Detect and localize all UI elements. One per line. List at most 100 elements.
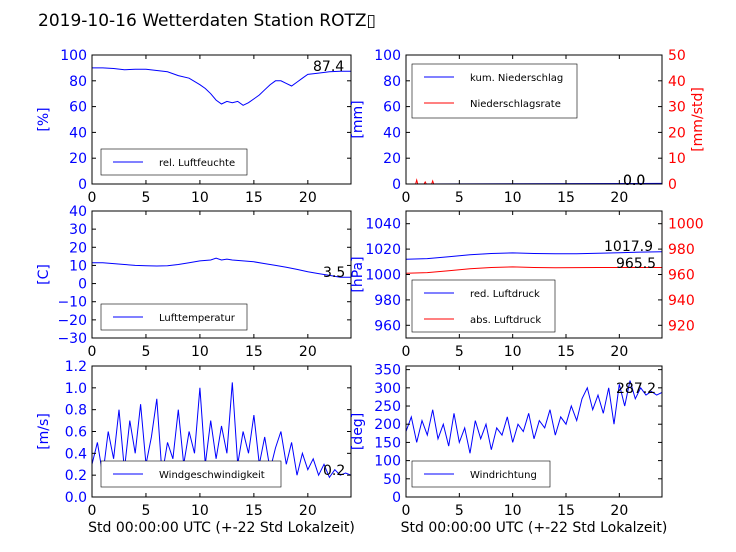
x-tick-label: 5 — [141, 503, 150, 519]
x-axis-label: Std 00:00:00 UTC (+-22 Std Lokalzeit) — [401, 520, 668, 536]
end-value-label: 0.0 — [623, 173, 645, 189]
y-tick-label: 0.2 — [65, 468, 87, 484]
x-tick-label: 20 — [610, 190, 628, 206]
axes-frame — [405, 365, 663, 498]
y-tick-label: 10 — [69, 258, 87, 274]
y-tick-label: 0 — [78, 177, 87, 193]
y-tick-label: 20 — [69, 151, 87, 167]
y-axis-label: [deg] — [350, 413, 366, 450]
legend: Lufttemperatur — [100, 303, 248, 331]
x-tick-label: 5 — [455, 503, 464, 519]
legend: red. Luftdruck abs. Luftdruck — [411, 279, 556, 333]
figure-title: 2019-10-16 Wetterdaten Station ROTZ▯ — [38, 11, 376, 31]
y-tick-label: 20 — [383, 151, 401, 167]
y-tick-label: 100 — [374, 48, 401, 64]
x-tick-label: 10 — [191, 503, 209, 519]
legend-label: Niederschlagsrate — [470, 99, 561, 110]
y-tick-label: 0 — [392, 490, 401, 506]
y-axis-label: [%] — [36, 107, 52, 131]
x-tick-label: 0 — [88, 190, 97, 206]
y-tick-label: 250 — [374, 399, 401, 415]
x-tick-label: 5 — [455, 344, 464, 360]
chart-panel-pressure: 0 5 10 15 20 960 980 1000 1020 1040 920 940 960 980 10… — [350, 210, 704, 360]
legend-label: kum. Niederschlag — [470, 73, 563, 84]
x-tick-label: 0 — [402, 503, 411, 519]
y-tick-label: 1.0 — [65, 381, 87, 397]
legend-label: Lufttemperatur — [159, 313, 236, 324]
y-tick-label: 60 — [383, 100, 401, 116]
y-tick-label: 80 — [69, 74, 87, 90]
x-tick-label: 15 — [245, 344, 263, 360]
y2-tick-label: 10 — [668, 151, 686, 167]
y-tick-label: 0 — [78, 277, 87, 293]
y2-axis-label: [mm/std] — [690, 87, 706, 152]
y-tick-label: −10 — [57, 295, 87, 311]
y-tick-label: 0.0 — [65, 490, 87, 506]
legend-label: rel. Luftfeuchte — [159, 158, 235, 169]
y-tick-label: 40 — [383, 125, 401, 141]
x-tick-label: 15 — [557, 190, 575, 206]
x-tick-label: 0 — [402, 190, 411, 206]
x-tick-label: 0 — [88, 344, 97, 360]
x-tick-label: 5 — [141, 190, 150, 206]
x-tick-label: 20 — [299, 503, 317, 519]
x-tick-label: 10 — [504, 503, 522, 519]
end-value-label: 1017.9 — [604, 239, 653, 255]
end-value-label: 87.4 — [313, 59, 344, 75]
legend-box — [411, 279, 556, 333]
series-line-pressure-0 — [406, 251, 662, 260]
y2-tick-label: 50 — [668, 48, 686, 64]
y2-tick-label: 0 — [668, 177, 677, 193]
legend: kum. Niederschlag Niederschlagsrate — [411, 63, 578, 119]
x-tick-label: 15 — [245, 190, 263, 206]
series-line-pressure-1 — [406, 266, 662, 274]
chart-panel-windspeed: 0 5 10 15 20 0.0 0.2 0.4 0.6 0.8 1.0 1.2 [m/s] Std 00… — [36, 359, 355, 536]
y2-tick-label: 920 — [668, 318, 695, 334]
x-tick-label: 10 — [191, 344, 209, 360]
end-value-label: 0.2 — [323, 463, 345, 479]
x-tick-label: 15 — [557, 503, 575, 519]
y2-tick-label: 980 — [668, 242, 695, 258]
y-tick-label: 60 — [69, 100, 87, 116]
y-tick-label: 980 — [374, 293, 401, 309]
legend-label: Windrichtung — [470, 470, 537, 481]
x-tick-label: 0 — [88, 503, 97, 519]
series-line-windspeed-0 — [92, 382, 351, 479]
y-axis-label: [m/s] — [36, 413, 52, 450]
axes-frame — [91, 54, 352, 185]
y-tick-label: 300 — [374, 381, 401, 397]
y-tick-label: 1.2 — [65, 359, 87, 375]
legend-box — [411, 63, 578, 119]
y2-tick-label: 960 — [668, 268, 695, 284]
x-tick-label: 20 — [610, 503, 628, 519]
y-tick-label: 350 — [374, 363, 401, 379]
y-tick-label: 0.4 — [65, 446, 87, 462]
x-tick-label: 10 — [504, 344, 522, 360]
y-tick-label: −30 — [57, 331, 87, 347]
legend-label: Windgeschwindigkeit — [159, 470, 265, 481]
x-tick-label: 20 — [299, 344, 317, 360]
y2-tick-label: 940 — [668, 293, 695, 309]
y-tick-label: 1020 — [365, 242, 401, 258]
y-tick-label: 40 — [69, 204, 87, 220]
y-tick-label: −20 — [57, 313, 87, 329]
y-tick-label: 80 — [383, 74, 401, 90]
x-tick-label: 5 — [455, 190, 464, 206]
y-tick-label: 0 — [392, 177, 401, 193]
axes-frame — [91, 210, 352, 339]
y-tick-label: 150 — [374, 435, 401, 451]
legend-label: abs. Luftdruck — [470, 315, 541, 326]
series-line-winddir-0 — [406, 380, 662, 454]
y-tick-label: 1040 — [365, 217, 401, 233]
y-tick-label: 1000 — [365, 268, 401, 284]
x-tick-label: 20 — [299, 190, 317, 206]
y2-tick-label: 30 — [668, 100, 686, 116]
y-tick-label: 100 — [374, 454, 401, 470]
y-tick-label: 40 — [69, 125, 87, 141]
y-tick-label: 50 — [383, 472, 401, 488]
end-value-label: 965.5 — [616, 256, 656, 272]
x-axis-label: Std 00:00:00 UTC (+-22 Std Lokalzeit) — [88, 520, 355, 536]
y2-tick-label: 40 — [668, 74, 686, 90]
x-tick-label: 15 — [245, 503, 263, 519]
